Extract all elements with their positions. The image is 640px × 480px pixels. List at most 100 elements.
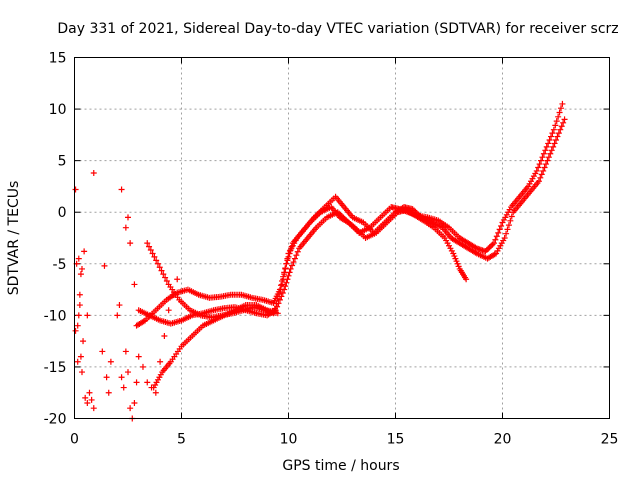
data-point [144,379,151,386]
data-point [543,161,550,168]
data-point [90,170,97,177]
data-point [488,242,495,249]
y-tick-label: 10 [49,102,67,118]
data-point [490,240,497,247]
data-point [154,260,161,267]
data-point [540,150,547,157]
data-point [557,126,564,133]
data-point [81,248,88,255]
data-point [542,147,549,154]
data-point [156,264,163,271]
data-point [139,363,146,370]
data-point [553,137,559,144]
data-point [152,389,159,396]
data-point [278,293,285,300]
data-point [543,143,550,150]
data-point [539,154,546,161]
x-axis-label: GPS time / hours [282,458,399,474]
data-point [558,123,565,130]
data-point [540,167,547,174]
data-point [77,271,84,278]
data-point [125,214,131,221]
data-point [281,286,288,293]
data-point [157,358,164,365]
data-point [88,396,95,403]
data-point [549,130,556,137]
data-point [162,274,169,281]
data-point [284,276,291,283]
data-point [72,186,79,193]
data-point [77,353,84,360]
y-tick-label: -15 [44,360,67,376]
data-point [289,262,296,269]
data-point [283,260,290,267]
data-point [281,271,288,278]
data-point [551,140,558,147]
data-point [492,236,499,243]
y-tick-label: -10 [44,308,67,324]
data-point [544,157,551,164]
data-point [545,140,552,147]
data-point [75,255,82,262]
data-point [505,222,512,229]
data-point [120,384,127,391]
data-point [291,255,298,262]
data-point [163,277,170,284]
x-tick-label: 5 [177,432,186,448]
data-point [463,276,470,283]
data-point [493,233,500,240]
data-point [286,269,293,276]
data-point [552,122,559,129]
data-point [483,247,490,254]
data-point [80,338,87,345]
data-point [74,358,81,365]
data-point [274,303,281,310]
data-point [556,109,563,116]
data-point [294,248,301,255]
data-point [538,171,545,178]
data-point [550,126,557,133]
data-point [169,291,176,298]
data-point [135,353,142,360]
data-point [495,229,502,236]
data-point [498,222,505,229]
data-point [103,374,110,381]
y-axis-label: SDTVAR / TECUs [6,181,22,296]
data-point [107,358,114,365]
data-point [74,322,81,329]
data-point [90,405,97,412]
data-point [125,369,131,376]
data-point [275,300,282,307]
data-point [76,302,83,309]
data-point [116,302,123,309]
data-point [508,213,515,220]
data-point [127,240,134,247]
tick-labels: 0 5 10 15 20 25 -20 -15 -10 -5 0 5 10 15 [44,51,619,448]
data-point [503,230,510,237]
data-marks [72,100,568,422]
data-point [501,235,508,241]
data-point [133,379,140,386]
data-point [283,279,290,286]
data-point [282,265,289,272]
data-point [554,133,561,140]
data-point [496,226,503,233]
grid [74,57,610,419]
data-point [78,369,85,376]
data-point [285,272,292,279]
data-point [537,174,544,181]
data-point [84,400,91,407]
data-point [560,119,567,126]
data-point [535,178,542,185]
data-point [122,348,129,355]
series-track-d [150,302,281,391]
data-point [550,143,557,150]
data-point [147,247,154,254]
data-point [535,164,542,171]
data-point [557,105,564,112]
data-point [114,312,121,319]
data-point [489,241,496,248]
y-tick-label: 5 [58,154,67,170]
x-tick-label: 0 [70,432,79,448]
